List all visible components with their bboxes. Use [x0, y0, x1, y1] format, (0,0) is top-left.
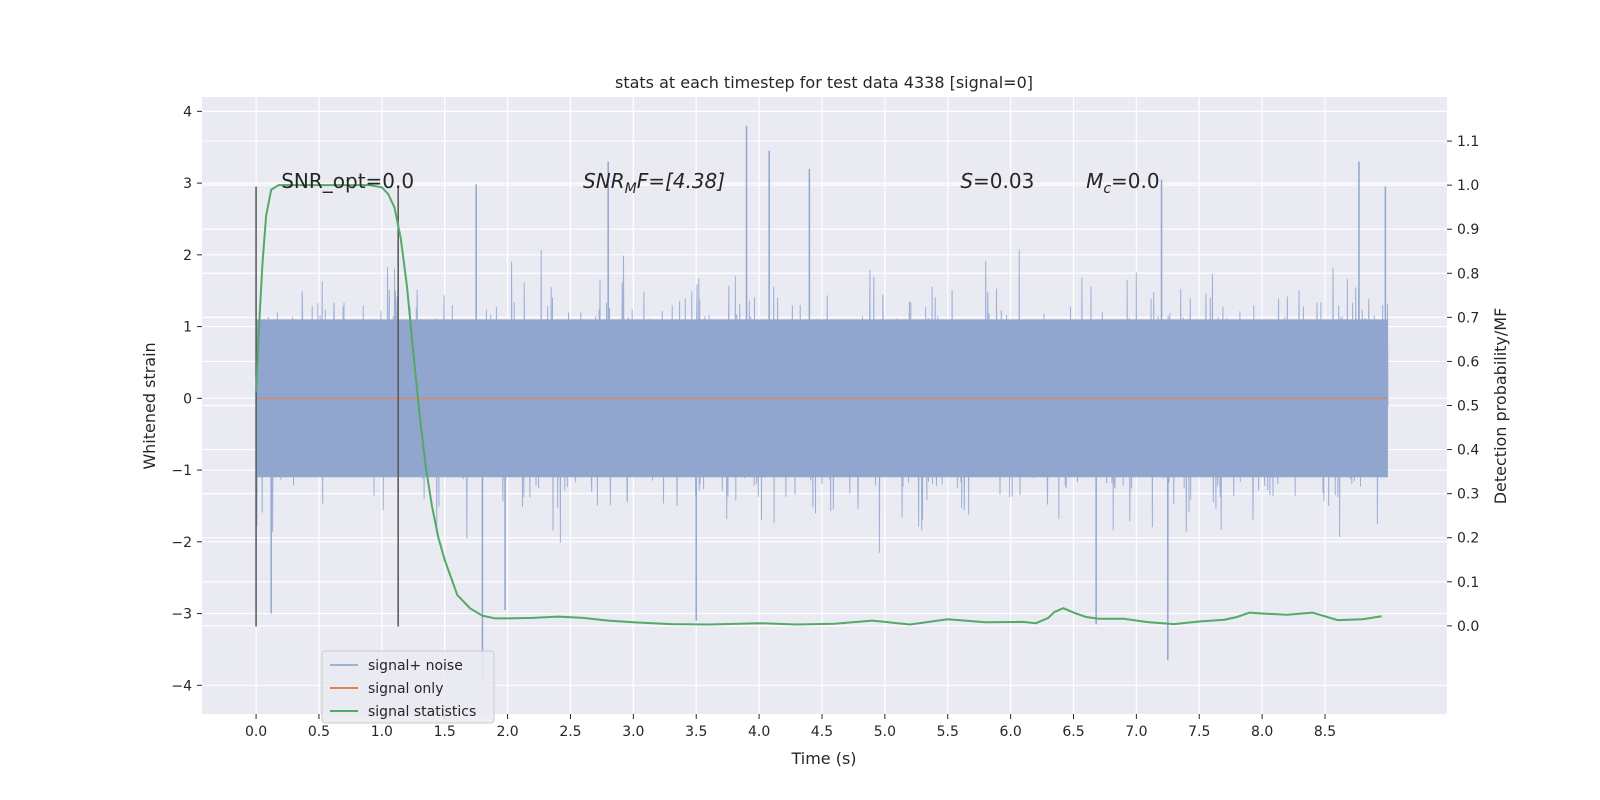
annotation-subscript: c [1103, 181, 1111, 197]
y2-tick-label: 0.9 [1457, 222, 1479, 238]
y2-axis-label: Detection probability/MF [1491, 308, 1510, 505]
y-tick-label: 1 [183, 320, 192, 336]
y-axis-ticks: 4 3 2 1 0 −1 −2 −3 −4 [171, 104, 202, 694]
annotation-main: SNR [583, 169, 625, 193]
x-tick-label: 5.0 [874, 724, 896, 740]
x-axis-label: Time (s) [790, 749, 856, 768]
x-tick-label: 4.5 [811, 724, 833, 740]
series-signal-statistics [255, 184, 1382, 626]
x-tick-label: 5.5 [937, 724, 959, 740]
x-tick-label: 1.0 [371, 724, 393, 740]
y2-tick-label: 0.3 [1457, 487, 1479, 503]
y-tick-label: −3 [171, 607, 192, 623]
x-tick-label: 1.5 [434, 724, 456, 740]
y-tick-label: 3 [183, 176, 192, 192]
annotation-subscript: M [625, 181, 637, 197]
x-tick-label: 7.5 [1188, 724, 1210, 740]
x-tick-label: 2.0 [496, 724, 518, 740]
y2-tick-label: 0.4 [1457, 443, 1479, 459]
y-tick-label: 2 [183, 248, 192, 264]
annotation-text: SNR_opt=0.0 [281, 169, 414, 193]
y-tick-label: 4 [183, 104, 192, 120]
annotation-rest: =0.03 [973, 169, 1034, 193]
y2-tick-label: 0.1 [1457, 575, 1479, 591]
x-axis-ticks: 0.0 0.5 1.0 1.5 2.0 2.5 3.0 3.5 4.0 4.5 5.0 5.5 6.0 6… [245, 714, 1336, 740]
y2-tick-label: 0.2 [1457, 531, 1479, 547]
x-tick-label: 8.5 [1314, 724, 1336, 740]
annotation-rest: =0.0 [1111, 169, 1160, 193]
annotation-text: SNRMF=[4.38] [583, 169, 725, 197]
legend-box [321, 650, 495, 724]
x-tick-label: 3.0 [622, 724, 644, 740]
annotation-main: S [960, 169, 973, 193]
annotation-rest: F=[4.38] [637, 169, 725, 193]
x-tick-label: 0.0 [245, 724, 267, 740]
x-tick-label: 8.0 [1251, 724, 1273, 740]
y2-tick-label: 1.0 [1457, 178, 1479, 194]
annotations: SNR_opt=0.0 SNRMF=[4.38] S=0.03 Mc=0.0 [281, 169, 1159, 197]
y2-tick-label: 0.6 [1457, 354, 1479, 370]
y2-tick-label: 1.1 [1457, 134, 1479, 150]
x-tick-label: 7.0 [1125, 724, 1147, 740]
y-tick-label: 0 [183, 391, 192, 407]
y2-tick-label: 0.8 [1457, 266, 1479, 282]
legend-label: signal statistics [368, 704, 476, 720]
x-tick-label: 0.5 [308, 724, 330, 740]
y2-axis-ticks: 1.1 1.0 0.9 0.8 0.7 0.6 0.5 0.4 0.3 0.2 0.1 0.0 [1447, 134, 1479, 635]
y2-tick-label: 0.0 [1457, 619, 1479, 635]
annotation-main: SNR_opt=0.0 [281, 169, 414, 193]
y-tick-label: −1 [171, 463, 192, 479]
chart-title: stats at each timestep for test data 433… [615, 73, 1033, 92]
annotation-text: S=0.03 [960, 169, 1034, 193]
annotation-main: M [1086, 169, 1103, 193]
legend-label: signal only [368, 681, 443, 697]
x-tick-label: 2.5 [559, 724, 581, 740]
y2-tick-label: 0.7 [1457, 310, 1479, 326]
legend-label: signal+ noise [368, 658, 463, 674]
vertical-markers [255, 186, 399, 627]
y-axis-label: Whitened strain [140, 342, 159, 469]
y-tick-label: −4 [171, 678, 192, 694]
y-tick-label: −2 [171, 535, 192, 551]
x-tick-label: 6.0 [999, 724, 1021, 740]
annotation-text: Mc=0.0 [1086, 169, 1160, 197]
x-tick-label: 6.5 [1062, 724, 1084, 740]
x-tick-label: 4.0 [748, 724, 770, 740]
signal-statistics-line [255, 184, 1382, 626]
legend: signal+ noise signal only signal statistic… [321, 650, 495, 724]
y2-tick-label: 0.5 [1457, 399, 1479, 415]
x-tick-label: 3.5 [685, 724, 707, 740]
